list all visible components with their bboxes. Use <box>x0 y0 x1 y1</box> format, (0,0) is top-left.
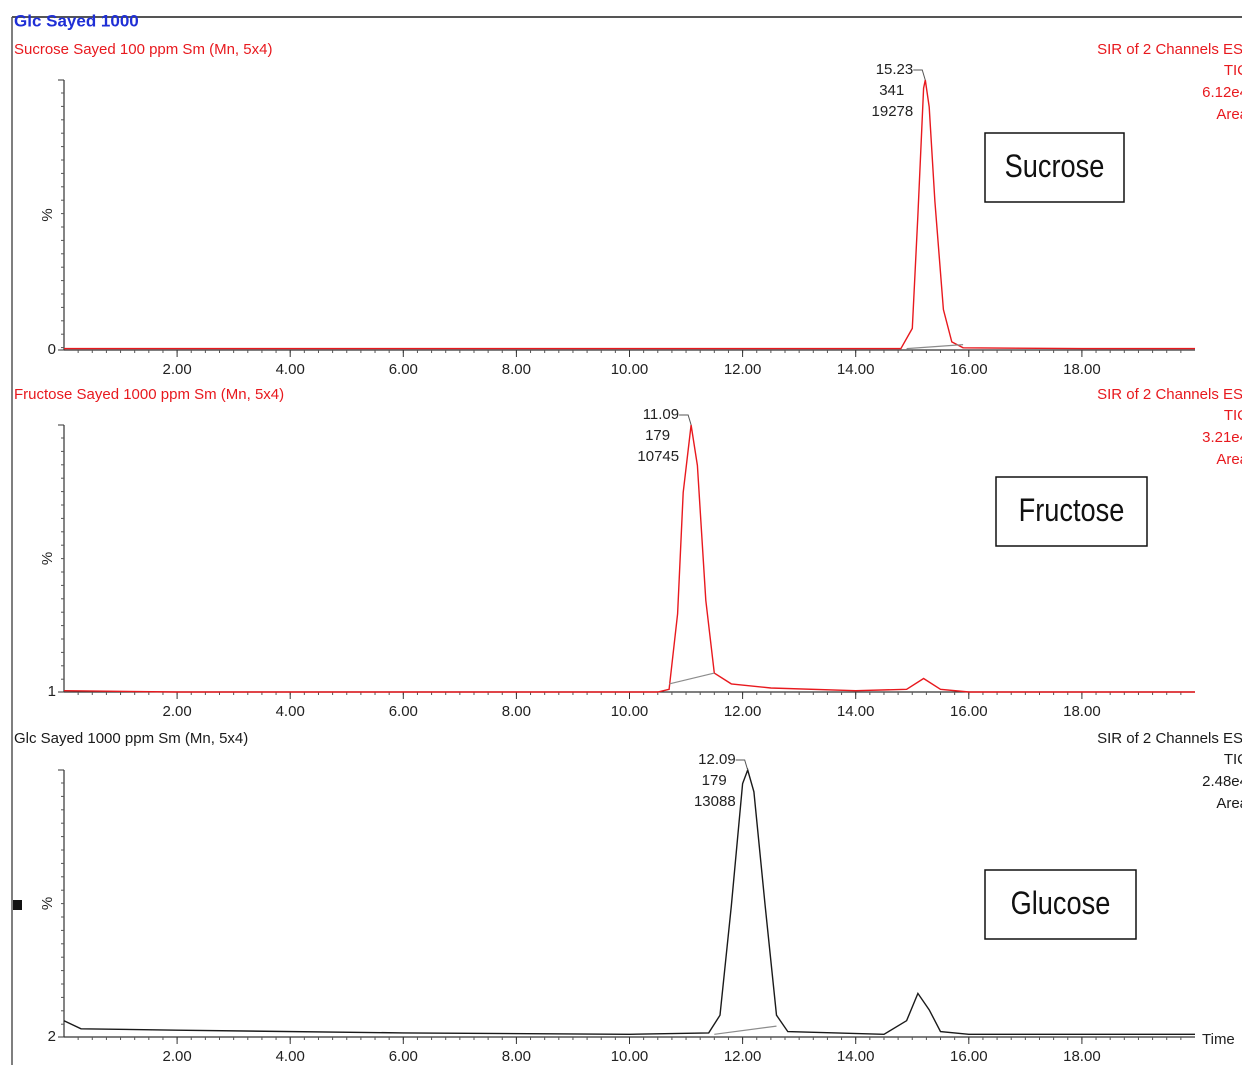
x-tick-label: 12.00 <box>724 703 762 720</box>
y-axis-label: % <box>39 552 56 565</box>
panel-title: Sucrose Sayed 100 ppm Sm (Mn, 5x4) <box>14 41 272 58</box>
x-tick-label: 10.00 <box>611 703 649 720</box>
integration-baseline <box>668 672 715 685</box>
x-tick-label: 4.00 <box>276 703 305 720</box>
channel-info: TIC <box>1224 407 1242 424</box>
panel-title: Glc Sayed 1000 ppm Sm (Mn, 5x4) <box>14 730 248 747</box>
x-tick-label: 16.00 <box>950 361 988 378</box>
annotation-box <box>984 869 1137 940</box>
annotation-label: Fructose <box>1019 493 1125 529</box>
integration-baseline <box>906 344 964 350</box>
x-tick-label: 6.00 <box>389 1048 418 1065</box>
peak-connector <box>735 759 749 771</box>
annotation-label: Sucrose <box>1005 149 1105 185</box>
channel-info: Area <box>1216 106 1242 123</box>
x-tick-label: 10.00 <box>611 1048 649 1065</box>
y-tick-label: 0 <box>48 341 56 358</box>
panel-title: Fructose Sayed 1000 ppm Sm (Mn, 5x4) <box>14 386 284 403</box>
channel-info: TIC <box>1224 751 1242 768</box>
x-tick-label: 12.00 <box>724 1048 762 1065</box>
x-tick-label: 10.00 <box>611 361 649 378</box>
x-tick-label: 18.00 <box>1063 1048 1101 1065</box>
x-tick-label: 6.00 <box>389 703 418 720</box>
peak-time-label: 12.09 <box>698 751 736 768</box>
trace-line <box>64 79 1195 350</box>
annotation-box <box>995 476 1148 547</box>
y-axis-label: % <box>39 208 56 221</box>
peak-area-label: 10745 <box>637 448 679 465</box>
x-tick-label: 8.00 <box>502 361 531 378</box>
x-tick-label: 2.00 <box>162 1048 191 1065</box>
x-tick-label: 18.00 <box>1063 361 1101 378</box>
peak-area-label: 19278 <box>872 103 914 120</box>
x-tick-label: 16.00 <box>950 1048 988 1065</box>
x-tick-label: 14.00 <box>837 1048 875 1065</box>
selection-marker <box>13 900 22 910</box>
trace-line <box>63 424 1195 693</box>
x-tick-label: 18.00 <box>1063 703 1101 720</box>
peak-time-label: 11.09 <box>643 406 679 423</box>
channel-info: Area <box>1216 451 1242 468</box>
x-tick-label: 6.00 <box>389 361 418 378</box>
annotation-label: Glucose <box>1011 886 1111 922</box>
peak-time-label: 15.23 <box>876 61 914 78</box>
channel-info: TIC <box>1224 62 1242 79</box>
peak-mass-label: 179 <box>702 772 727 789</box>
peak-connector <box>913 69 926 81</box>
x-tick-label: 4.00 <box>276 361 305 378</box>
y-tick-label: 1 <box>48 683 56 700</box>
channel-info: 6.12e4 <box>1202 84 1242 101</box>
y-tick-label: 2 <box>48 1028 56 1045</box>
x-tick-label: 12.00 <box>724 361 762 378</box>
y-axis-label: % <box>39 897 56 910</box>
x-tick-label: 8.00 <box>502 703 531 720</box>
channel-info: SIR of 2 Channels ES- <box>1097 386 1242 403</box>
x-tick-label: 14.00 <box>837 361 875 378</box>
peak-connector <box>679 414 692 426</box>
channel-info: Area <box>1216 795 1242 812</box>
channel-info: SIR of 2 Channels ES- <box>1097 730 1242 747</box>
x-tick-label: 8.00 <box>502 1048 531 1065</box>
integration-baseline <box>714 1025 777 1035</box>
x-tick-label: 14.00 <box>837 703 875 720</box>
annotation-box <box>984 132 1125 203</box>
channel-info: 3.21e4 <box>1202 429 1242 446</box>
peak-area-label: 13088 <box>694 793 736 810</box>
channel-info: 2.48e4 <box>1202 773 1242 790</box>
peak-mass-label: 341 <box>879 82 904 99</box>
x-tick-label: 4.00 <box>276 1048 305 1065</box>
x-tick-label: 2.00 <box>162 361 191 378</box>
x-axis-label: Time <box>1202 1031 1235 1048</box>
trace-line <box>63 767 1195 1036</box>
x-tick-label: 16.00 <box>950 703 988 720</box>
window-title: Glc Sayed 1000 <box>14 11 139 30</box>
channel-info: SIR of 2 Channels ES- <box>1097 41 1242 58</box>
x-tick-label: 2.00 <box>162 703 191 720</box>
peak-mass-label: 179 <box>645 427 670 444</box>
